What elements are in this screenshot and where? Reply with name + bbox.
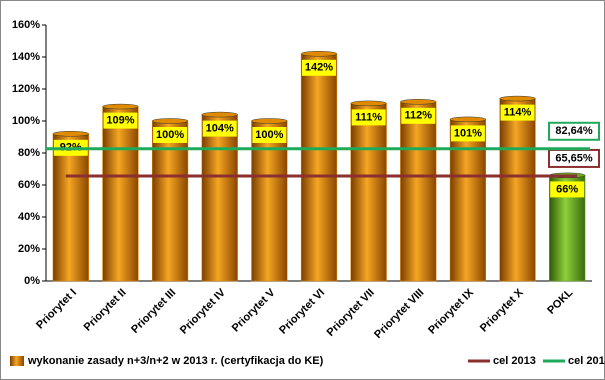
y-tick-label: 40% [18, 211, 40, 223]
value-label: 111% [355, 111, 382, 123]
bar [350, 103, 387, 282]
y-tick-label: 60% [18, 179, 40, 191]
value-label-box [302, 59, 336, 76]
bar-top [499, 95, 536, 102]
legend-label: wykonanie zasady n+3/n+2 w 2013 r. (cert… [27, 355, 324, 367]
value-label-box [202, 120, 237, 137]
target-label: 65,65% [555, 152, 593, 164]
value-label-box [401, 107, 436, 124]
value-label-box [252, 127, 287, 143]
bar-top [300, 51, 338, 57]
bar [151, 120, 189, 282]
bar-top [251, 118, 288, 124]
legend-swatch [10, 356, 24, 366]
value-label: 142% [305, 62, 333, 74]
value-label: 101% [454, 127, 482, 139]
y-tick-label: 80% [18, 147, 40, 159]
value-label: 104% [206, 123, 234, 135]
y-tick-label: 100% [12, 115, 40, 127]
value-label-box [153, 127, 188, 143]
value-label: 66% [556, 183, 578, 195]
bar [201, 114, 238, 282]
y-tick-label: 140% [12, 51, 40, 63]
bar [499, 98, 536, 282]
bar [52, 133, 89, 282]
bar [102, 106, 139, 282]
value-label-box [450, 125, 485, 142]
value-label-box [103, 112, 138, 129]
y-tick-label: 120% [12, 83, 40, 95]
value-label: 112% [405, 110, 433, 122]
bar-top [449, 116, 487, 123]
y-tick-label: 160% [12, 19, 40, 31]
y-tick-label: 0% [24, 275, 40, 287]
value-label: 100% [156, 129, 184, 141]
bar-top [52, 131, 89, 137]
bar [251, 120, 288, 282]
target-label-box [548, 121, 600, 141]
legend-label: cel 2013 [493, 355, 536, 367]
target-label: 82,64% [555, 125, 593, 137]
bar-top [102, 103, 139, 110]
value-label: 114% [504, 107, 532, 119]
legend-label: cel 2014 [568, 355, 605, 367]
y-tick-label: 20% [18, 243, 40, 255]
bar-top [350, 100, 387, 107]
value-label-box [351, 109, 386, 126]
bar-top [400, 99, 437, 105]
bar-top [201, 111, 238, 118]
value-label: 109% [106, 115, 134, 127]
bar [449, 119, 487, 282]
value-label: 100% [255, 129, 283, 141]
bar [400, 101, 437, 282]
value-label-box [500, 104, 535, 121]
bar [300, 53, 338, 282]
value-label-box [550, 181, 585, 198]
bar-top [151, 118, 189, 124]
